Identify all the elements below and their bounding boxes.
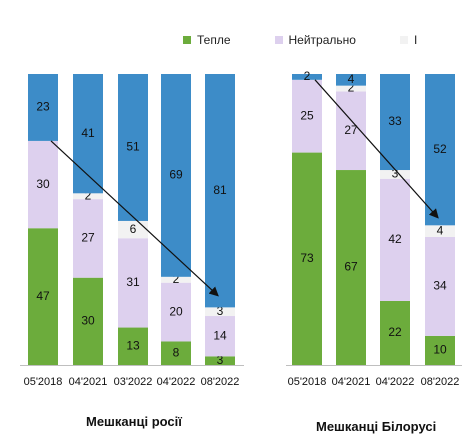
data-label: 67 [344,260,358,274]
data-label: 14 [213,328,227,342]
bar-segment-cold [292,74,322,80]
trend-arrow [50,140,219,297]
data-label: 30 [81,314,95,328]
data-label: 3 [217,353,224,367]
bar-segment-other [205,307,235,317]
x-tick-label: 08'2022 [201,376,240,388]
bar-segment-other [118,220,148,239]
data-label: 34 [433,279,447,293]
data-label: 33 [388,114,402,128]
bar-segment-other [380,170,410,179]
legend-swatch-warm [183,36,191,44]
x-tick-label: 08'2022 [421,376,460,388]
x-tick-label: 04'2021 [332,376,371,388]
legend-item-other: І [399,33,418,47]
legend-label-warm: Тепле [197,33,231,47]
data-label: 47 [36,289,50,303]
bar-segment-other [73,193,103,200]
data-label: 13 [126,338,140,352]
data-label: 30 [36,177,50,191]
data-label: 73 [300,251,314,265]
x-tick-label: 03'2022 [114,376,153,388]
bar-segment-cold [73,74,103,194]
bar-segment-warm [292,152,322,365]
bar-segment-warm [380,300,410,365]
bar-segment-other [425,225,455,237]
data-label: 81 [213,183,227,197]
data-label: 2 [173,272,180,286]
data-label: 27 [81,231,95,245]
bar-segment-neutral [380,178,410,301]
x-tick-label: 05'2018 [24,376,63,388]
x-tick-label: 04'2022 [157,376,196,388]
data-label: 23 [36,100,50,114]
data-label: 3 [217,304,224,318]
bar-segment-neutral [161,282,191,342]
x-tick-label: 04'2022 [376,376,415,388]
data-label: 4 [348,72,355,86]
bar-segment-cold [425,74,455,226]
data-label: 10 [433,343,447,357]
data-label: 41 [81,126,95,140]
bar-segment-neutral [292,79,322,153]
data-label: 3 [392,167,399,181]
group-title-belarus: Мешканці Білорусі [316,419,437,434]
legend-label-other: І [413,33,418,47]
data-label: 2 [348,81,355,95]
bar-segment-cold [118,74,148,221]
trend-arrow [314,79,439,219]
bar-segment-other [161,276,191,283]
bar-segment-warm [118,327,148,365]
bar-segment-cold [28,74,58,141]
data-label: 2 [304,69,311,83]
legend-item-warm: Тепле [183,33,231,47]
data-label: 31 [126,275,140,289]
data-label: 69 [169,168,183,182]
bar-segment-neutral [73,199,103,278]
legend-item-neutral: Нейтрально [274,33,356,47]
bar-segment-neutral [118,238,148,328]
data-label: 25 [300,108,314,122]
data-label: 42 [388,232,402,246]
bar-segment-neutral [28,140,58,229]
bar-segment-other [336,85,366,92]
data-label: 8 [173,345,180,359]
bar-segment-cold [336,74,366,86]
data-label: 22 [388,325,402,339]
bar-segment-cold [380,74,410,171]
x-tick-label: 04'2021 [69,376,108,388]
bar-segment-warm [28,228,58,365]
bar-segment-warm [73,277,103,365]
data-label: 2 [85,188,92,202]
bar-segment-neutral [205,316,235,357]
data-label: 20 [169,304,183,318]
data-label: 52 [433,142,447,156]
data-label: 6 [130,222,137,236]
data-label: 51 [126,140,140,154]
x-tick-label: 05'2018 [288,376,327,388]
bar-segment-warm [336,170,366,365]
data-label: 27 [344,123,358,137]
legend-label-neutral: Нейтрально [288,33,356,47]
bar-segment-warm [205,356,235,365]
legend-swatch-other [399,36,408,44]
bar-segment-warm [161,341,191,365]
legend: Тепле Нейтрально І [183,33,461,47]
bar-segment-cold [205,74,235,308]
bar-segment-warm [425,335,455,365]
legend-swatch-neutral [274,36,283,44]
bar-segment-cold [161,74,191,277]
bar-segment-neutral [425,236,455,336]
data-label: 4 [437,223,444,237]
group-title-russia: Мешканці росії [86,414,182,429]
